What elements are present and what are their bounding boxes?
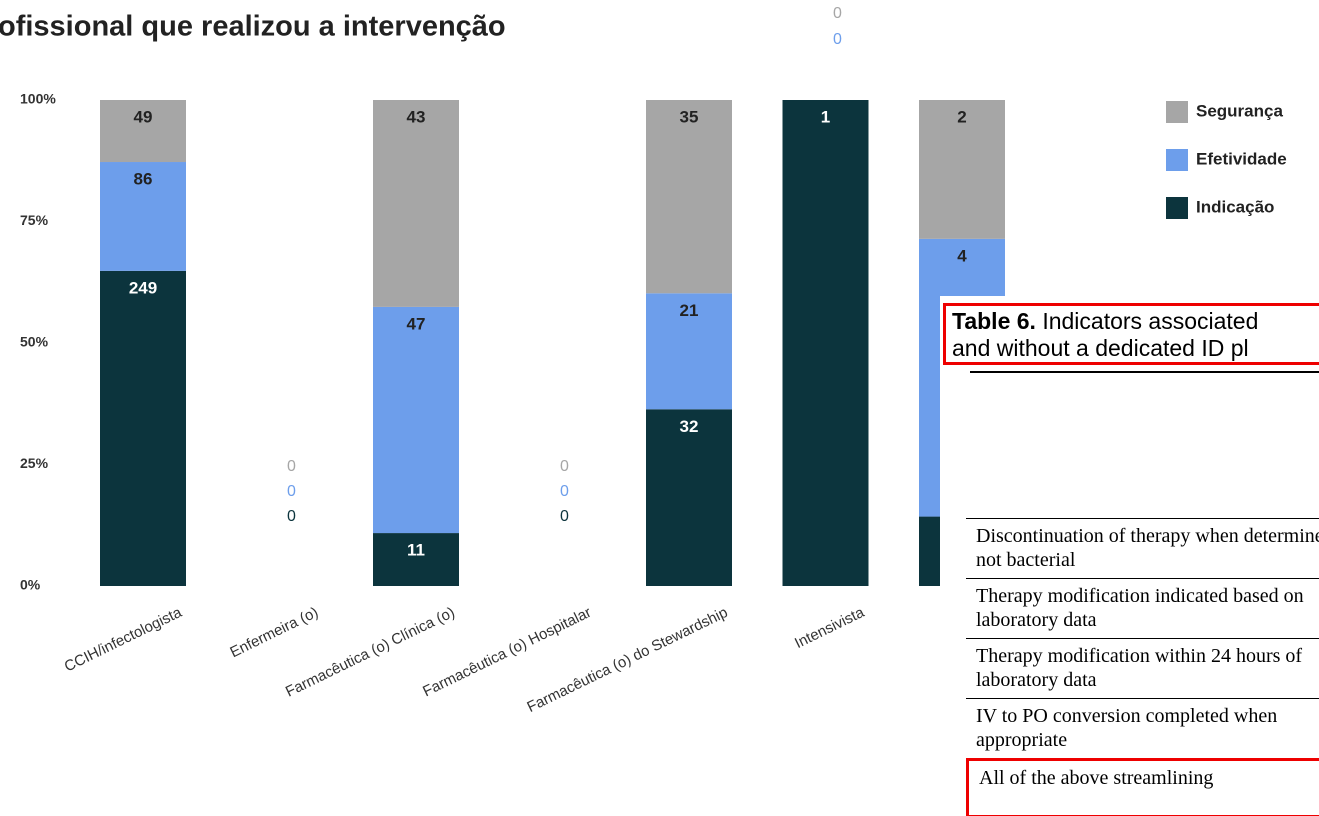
- data-label: 0: [287, 508, 296, 525]
- data-label: 0: [287, 483, 296, 500]
- caption-text: Indicators associated: [1042, 308, 1259, 334]
- data-label: 4: [957, 246, 967, 265]
- data-label: 249: [129, 278, 157, 297]
- bar-segment: [100, 270, 186, 586]
- data-label: 43: [407, 107, 426, 126]
- data-label: 0: [560, 458, 569, 475]
- x-tick-label: Intensivista: [792, 604, 867, 652]
- data-label: 0: [833, 5, 842, 22]
- x-tick-label: Enfermeira (o): [227, 604, 321, 661]
- bar-segment: [646, 293, 732, 410]
- table-caption: Table 6. Indicators associated and withou…: [943, 303, 1319, 365]
- bar-segment: [373, 100, 459, 307]
- data-label: 32: [680, 417, 699, 436]
- legend-label: Segurança: [1196, 101, 1283, 120]
- data-label: 86: [134, 170, 153, 189]
- data-label: 21: [680, 301, 699, 320]
- legend-label: Efetividade: [1196, 149, 1287, 168]
- y-tick-label: 100%: [20, 91, 56, 107]
- bar-segment: [919, 100, 1005, 239]
- data-label: 0: [287, 458, 296, 475]
- table: Table 6. Indicators associated and withou…: [940, 296, 1319, 816]
- bar-segment: [782, 100, 869, 586]
- data-label: 0: [833, 31, 842, 48]
- bar-segment: [100, 100, 186, 163]
- table-row: All of the above streamlining: [966, 758, 1319, 816]
- y-tick-label: 25%: [20, 455, 49, 471]
- legend-swatch: [1166, 101, 1188, 123]
- table-row: Therapy modification indicated based on …: [966, 578, 1319, 638]
- table-row: Discontinuation of therapy when determin…: [966, 518, 1319, 578]
- legend-label: Indicação: [1196, 197, 1274, 216]
- data-label: 35: [680, 107, 699, 126]
- data-label: 47: [407, 314, 426, 333]
- table-row: Therapy modification within 24 hours of …: [966, 638, 1319, 698]
- data-label: 49: [134, 107, 153, 126]
- bar-segment: [100, 162, 186, 271]
- bar-segment: [646, 100, 732, 294]
- bar-segment: [646, 409, 732, 586]
- y-tick-label: 50%: [20, 334, 49, 350]
- y-tick-label: 75%: [20, 212, 49, 228]
- y-tick-label: 0%: [20, 577, 41, 593]
- bar-segment: [373, 306, 459, 534]
- data-label: 0: [560, 483, 569, 500]
- data-label: 2: [957, 107, 966, 126]
- bar-segment: [373, 533, 459, 586]
- data-label: 0: [560, 508, 569, 525]
- data-label: 11: [407, 541, 425, 560]
- table-rule: [970, 371, 1319, 373]
- x-tick-label: CCIH/infectologista: [62, 604, 185, 676]
- table-row: IV to PO conversion completed when appro…: [966, 698, 1319, 758]
- caption-text: and without a dedicated ID pl: [952, 335, 1249, 361]
- caption-label: Table 6.: [952, 308, 1036, 334]
- legend-swatch: [1166, 149, 1188, 171]
- chart-title: ofissional que realizou a intervenção: [0, 11, 506, 43]
- legend-swatch: [1166, 197, 1188, 219]
- data-label: 1: [821, 107, 830, 126]
